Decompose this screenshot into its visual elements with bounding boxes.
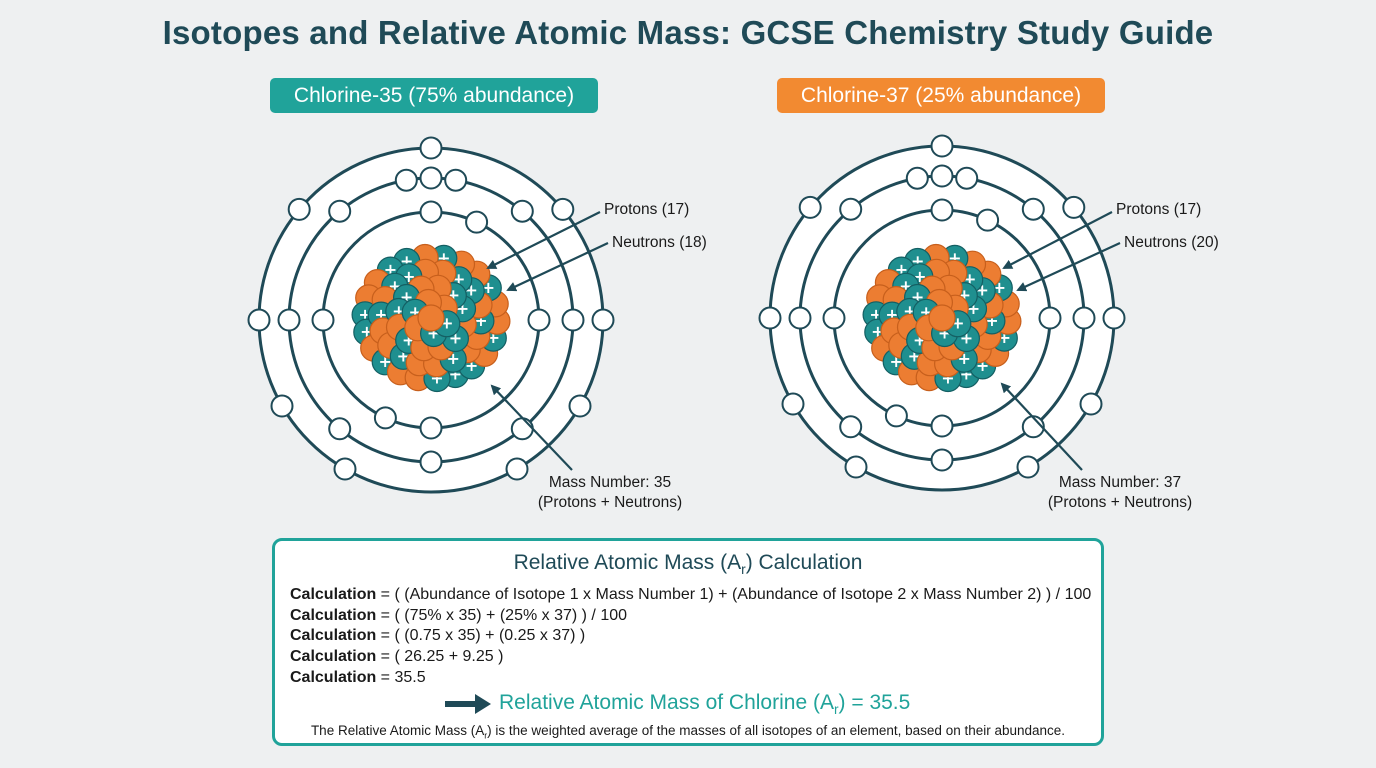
electron: [1062, 195, 1086, 219]
electron: [419, 166, 443, 190]
protons-pointer: [1002, 211, 1113, 269]
chlorine-35-atom: + +++++++++++++++++ ++++++ ++++: [247, 136, 615, 494]
electron: [311, 308, 335, 332]
electron: [419, 416, 443, 440]
electron: [465, 210, 489, 234]
chlorine-37-electrons: [758, 134, 1126, 479]
calculation-title: Relative Atomic Mass (Ar) Calculation: [513, 551, 863, 578]
page-title: Isotopes and Relative Atomic Mass: GCSE …: [162, 14, 1214, 51]
mass-number-note: (Protons + Neutrons): [537, 494, 683, 511]
calculation-steps: Calculation = ( (Abundance of Isotope 1 …: [290, 585, 1091, 689]
electron: [798, 195, 822, 219]
electron: [839, 415, 863, 439]
electron: [247, 308, 271, 332]
electron: [510, 199, 534, 223]
electron: [930, 164, 954, 188]
atom-diagrams: + +++++++++++++++++ ++++++ ++++ + ++++++++++…: [247, 134, 1126, 494]
chlorine-37-nucleus: + +++++++++++++++++ ++++++ ++++: [862, 243, 1022, 393]
electron: [839, 197, 863, 221]
chlorine-37-neutrons-label: Neutrons (20): [1124, 234, 1219, 251]
chlorine-35-label: Chlorine-35 (75% abundance): [270, 78, 598, 113]
electron: [551, 197, 575, 221]
electron: [510, 417, 534, 441]
mass-number-note: (Protons + Neutrons): [1047, 494, 1193, 511]
calculation-result: Relative Atomic Mass of Chlorine (Ar) = …: [445, 691, 910, 717]
electron: [955, 166, 979, 190]
chlorine-37-mass-number: Mass Number: 37 (Protons + Neutrons): [1030, 473, 1210, 513]
neutron: [417, 304, 445, 332]
electron: [394, 168, 418, 192]
electron: [591, 308, 615, 332]
electron: [930, 198, 954, 222]
electron: [270, 394, 294, 418]
calculation-step: Calculation = 35.5: [290, 668, 426, 686]
electron: [419, 136, 443, 160]
electron: [568, 394, 592, 418]
electron: [1102, 306, 1126, 330]
electron: [561, 308, 585, 332]
electron: [905, 166, 929, 190]
electron: [930, 448, 954, 472]
electron: [328, 417, 352, 441]
chlorine-35-electrons: [247, 136, 615, 481]
calculation-step: Calculation = ( (75% x 35) + (25% x 37) …: [290, 606, 628, 624]
electron: [844, 455, 868, 479]
mass-number-line: Mass Number: 37: [1058, 474, 1182, 491]
electron: [976, 208, 1000, 232]
chlorine-37-label: Chlorine-37 (25% abundance): [777, 78, 1105, 113]
electron: [822, 306, 846, 330]
electron: [328, 199, 352, 223]
electron: [781, 392, 805, 416]
chlorine-35-nucleus: + +++++++++++++++++ ++++++ ++++: [351, 243, 511, 393]
chlorine-37-protons-label: Protons (17): [1116, 201, 1202, 218]
electron: [287, 197, 311, 221]
neutrons-pointer: [506, 242, 609, 292]
chlorine-37-atom: + +++++++++++++++++ ++++++ ++++: [758, 134, 1126, 492]
calculation-step: Calculation = ( 26.25 + 9.25 ): [290, 648, 504, 666]
calculation-panel: Relative Atomic Mass (Ar) Calculation Ca…: [272, 538, 1104, 746]
electron: [884, 404, 908, 428]
neutrons-pointer: [1016, 242, 1121, 292]
electron: [788, 306, 812, 330]
chlorine-35-mass-number: Mass Number: 35 (Protons + Neutrons): [520, 473, 700, 513]
electron: [758, 306, 782, 330]
mass-number-pointer: [490, 384, 573, 471]
electron: [505, 457, 529, 481]
calculation-step: Calculation = ( (0.75 x 35) + (0.25 x 37…: [290, 627, 586, 645]
electron: [527, 308, 551, 332]
mass-number-line: Mass Number: 35: [548, 474, 672, 491]
electron: [419, 450, 443, 474]
protons-pointer: [486, 211, 601, 269]
arrow-right-icon: [445, 694, 491, 714]
neutron: [928, 304, 956, 332]
electron: [1016, 455, 1040, 479]
chlorine-35-protons-label: Protons (17): [604, 201, 690, 218]
electron: [1079, 392, 1103, 416]
electron: [419, 200, 443, 224]
electron: [333, 457, 357, 481]
definition-footnote: The Relative Atomic Mass (Ar) is the wei…: [310, 723, 1066, 741]
electron: [930, 134, 954, 158]
electron: [1021, 197, 1045, 221]
electron: [930, 414, 954, 438]
electron: [1072, 306, 1096, 330]
electron: [373, 406, 397, 430]
mass-number-pointer: [1000, 382, 1083, 471]
chlorine-35-neutrons-label: Neutrons (18): [612, 234, 707, 251]
electron: [444, 168, 468, 192]
electron: [277, 308, 301, 332]
calculation-step: Calculation = ( (Abundance of Isotope 1 …: [290, 586, 1092, 603]
electron: [1038, 306, 1062, 330]
